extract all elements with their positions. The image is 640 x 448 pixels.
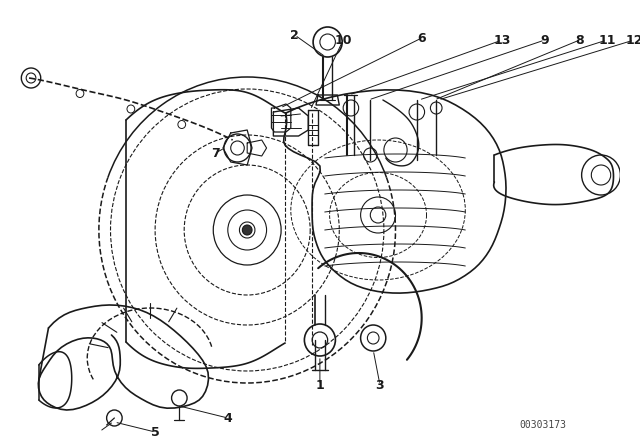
Text: 5: 5 — [151, 426, 159, 439]
Text: 12: 12 — [625, 34, 640, 47]
Text: 2: 2 — [291, 29, 299, 42]
Text: 6: 6 — [417, 31, 426, 44]
Text: 7: 7 — [211, 146, 220, 159]
Text: 3: 3 — [376, 379, 384, 392]
Text: 8: 8 — [575, 34, 584, 47]
Text: 10: 10 — [335, 34, 352, 47]
Text: 4: 4 — [223, 412, 232, 425]
Text: 1: 1 — [316, 379, 324, 392]
Text: 13: 13 — [493, 34, 511, 47]
Text: 00303173: 00303173 — [519, 420, 566, 430]
Circle shape — [243, 225, 252, 235]
Text: 9: 9 — [540, 34, 549, 47]
Text: 11: 11 — [598, 34, 616, 47]
